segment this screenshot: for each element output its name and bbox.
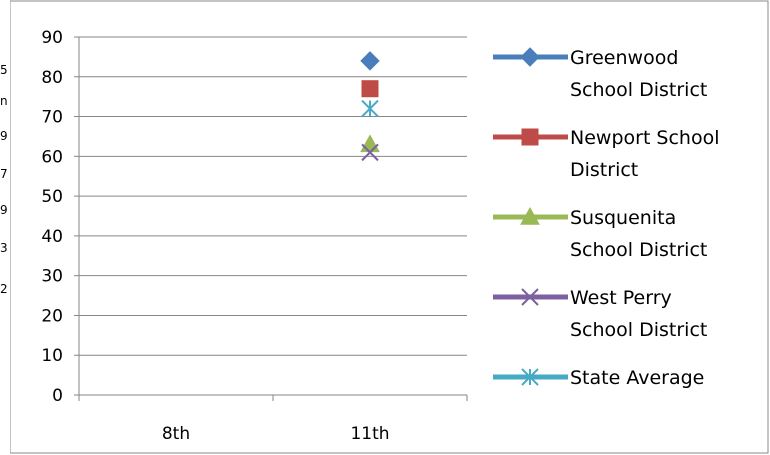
gridlines	[79, 36, 467, 356]
stray-text: n	[0, 94, 8, 108]
stray-left-mask	[0, 0, 10, 455]
legend-label: District	[570, 159, 638, 181]
stray-left-text: 5 n 9 7 9 3 2	[0, 63, 8, 296]
y-tick-label: 30	[41, 267, 63, 287]
y-tick-label: 90	[41, 28, 63, 48]
legend-label: School District	[570, 239, 707, 261]
legend: Greenwood School District Newport School Di…	[493, 47, 720, 389]
stray-text: 9	[0, 203, 8, 217]
y-tick-labels: 0 10 20 30 40 50 60 70 80 90	[41, 28, 79, 406]
legend-marker	[521, 368, 539, 386]
x-tick-label: 11th	[350, 424, 389, 444]
data-point	[361, 99, 379, 118]
y-tick-label: 40	[41, 227, 63, 247]
legend-item: State Average	[493, 367, 704, 389]
legend-item: Susquenita School District	[493, 206, 707, 261]
y-tick-label: 20	[41, 306, 63, 326]
x-tick-labels: 8th 11th	[78, 395, 468, 444]
legend-label: Greenwood	[570, 47, 678, 69]
legend-label: School District	[570, 319, 707, 341]
y-tick-label: 70	[41, 108, 63, 128]
data-point	[361, 143, 379, 162]
legend-marker	[521, 288, 539, 306]
legend-marker	[521, 128, 539, 146]
data-point	[360, 51, 380, 71]
data-points	[360, 51, 380, 162]
legend-label: School District	[570, 79, 707, 101]
y-tick-label: 60	[41, 147, 63, 167]
legend-item: Greenwood School District	[493, 47, 707, 101]
stray-text: 3	[0, 241, 8, 255]
legend-item: West Perry School District	[493, 287, 707, 341]
stray-text: 7	[0, 167, 8, 181]
stray-text: 2	[0, 282, 8, 296]
legend-label: West Perry	[570, 287, 672, 309]
legend-label: Susquenita	[570, 207, 676, 229]
legend-item: Newport School District	[493, 127, 720, 181]
legend-label: Newport School	[570, 127, 720, 149]
y-tick-label: 0	[52, 386, 63, 406]
stray-text: 5	[0, 63, 8, 77]
stray-text: 9	[0, 129, 8, 143]
legend-marker	[520, 47, 540, 67]
data-point	[361, 80, 379, 98]
y-tick-label: 10	[41, 346, 63, 366]
y-tick-label: 80	[41, 68, 63, 88]
y-tick-label: 50	[41, 187, 63, 207]
x-tick-label: 8th	[162, 424, 190, 444]
legend-label: State Average	[570, 367, 704, 389]
legend-marker	[520, 206, 540, 225]
